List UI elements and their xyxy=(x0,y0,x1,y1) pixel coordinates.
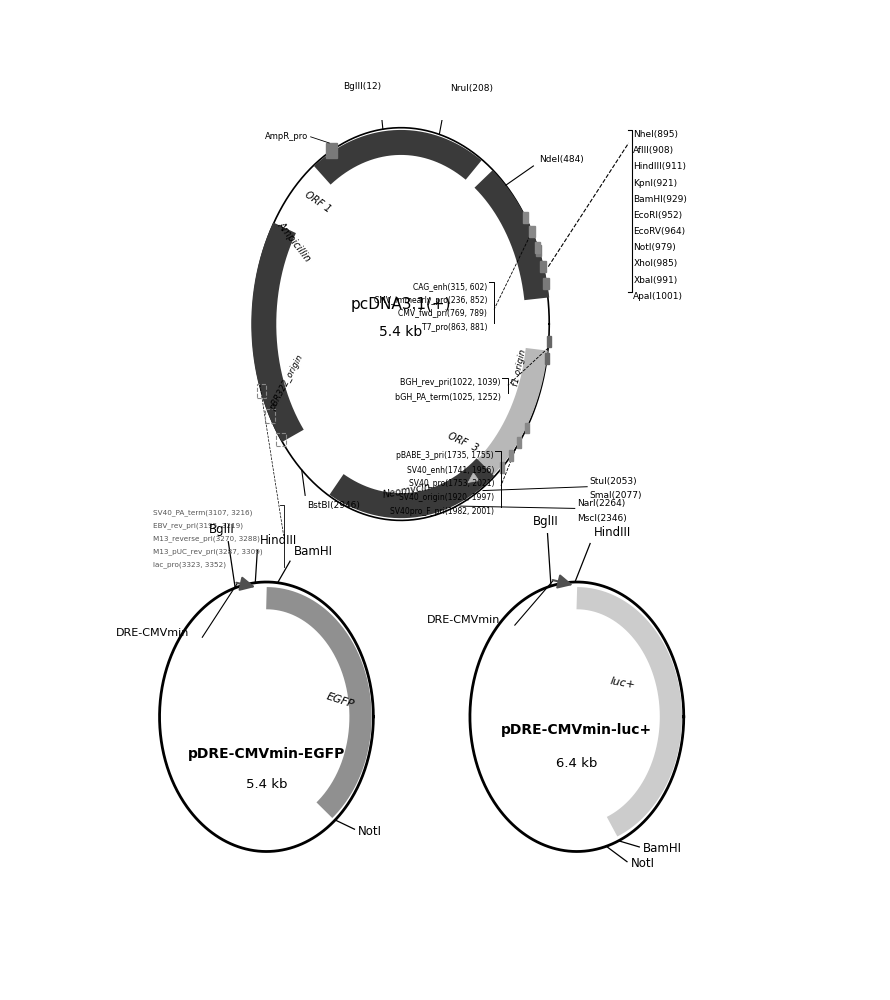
Text: NotI: NotI xyxy=(358,825,382,838)
Text: ApaI(1001): ApaI(1001) xyxy=(634,292,684,301)
Bar xyxy=(524,423,529,433)
Text: NotI: NotI xyxy=(630,857,654,870)
Text: NdeI(484): NdeI(484) xyxy=(539,155,584,164)
Text: 5.4 kb: 5.4 kb xyxy=(379,325,423,339)
Text: pDRE-CMVmin-EGFP: pDRE-CMVmin-EGFP xyxy=(188,747,345,761)
Bar xyxy=(530,226,535,237)
Text: bGH_PA_term(1025, 1252): bGH_PA_term(1025, 1252) xyxy=(395,393,501,402)
Text: SV40pro_F_pri(1982, 2001): SV40pro_F_pri(1982, 2001) xyxy=(390,507,494,516)
Text: DRE-CMVmin: DRE-CMVmin xyxy=(116,628,190,638)
Text: SmaI(2077): SmaI(2077) xyxy=(589,491,642,500)
Text: HindIII: HindIII xyxy=(594,526,631,539)
Bar xyxy=(540,261,546,272)
Text: XhoI(985): XhoI(985) xyxy=(634,259,677,268)
Text: BstBI(2946): BstBI(2946) xyxy=(307,501,360,510)
Bar xyxy=(509,450,514,461)
Text: M13_reverse_pri(3270, 3288): M13_reverse_pri(3270, 3288) xyxy=(153,535,260,542)
Text: EGFP: EGFP xyxy=(325,691,356,710)
Text: AflII(908): AflII(908) xyxy=(634,146,675,155)
Text: BamHI(929): BamHI(929) xyxy=(634,195,687,204)
Text: XbaI(991): XbaI(991) xyxy=(634,276,677,285)
Text: CMV_fwd_pri(769, 789): CMV_fwd_pri(769, 789) xyxy=(399,309,487,318)
Bar xyxy=(535,242,540,253)
Text: Ampicillin: Ampicillin xyxy=(276,220,312,263)
Text: NheI(895): NheI(895) xyxy=(634,130,678,139)
Text: 6.4 kb: 6.4 kb xyxy=(556,757,597,770)
Bar xyxy=(326,143,336,158)
Text: MscI(2346): MscI(2346) xyxy=(577,514,627,523)
Text: BglII: BglII xyxy=(208,523,234,536)
Text: ORF 1: ORF 1 xyxy=(303,190,333,215)
Text: lac_pro(3323, 3352): lac_pro(3323, 3352) xyxy=(153,561,226,568)
Text: CAG_enh(315, 602): CAG_enh(315, 602) xyxy=(413,282,487,291)
Bar xyxy=(545,353,549,364)
Bar xyxy=(536,245,541,256)
Text: pBABE_3_pri(1735, 1755): pBABE_3_pri(1735, 1755) xyxy=(396,451,494,460)
Text: NarI(2264): NarI(2264) xyxy=(577,499,625,508)
Text: 5.4 kb: 5.4 kb xyxy=(246,778,287,791)
Text: ORF  3: ORF 3 xyxy=(447,430,480,453)
Text: NotI(979): NotI(979) xyxy=(634,243,676,252)
Text: BglII(12): BglII(12) xyxy=(344,82,381,91)
Bar xyxy=(500,462,504,473)
Text: AmpR_pro: AmpR_pro xyxy=(265,132,308,141)
Text: SV40_PA_term(3107, 3216): SV40_PA_term(3107, 3216) xyxy=(153,509,252,516)
Text: EBV_rev_pri(3195, 3219): EBV_rev_pri(3195, 3219) xyxy=(153,522,243,529)
Bar xyxy=(543,278,549,289)
Text: Neomycin: Neomycin xyxy=(382,482,432,500)
Text: BglII: BglII xyxy=(532,515,558,528)
Bar xyxy=(522,212,528,223)
Text: HindIII: HindIII xyxy=(260,534,297,547)
Text: luc+: luc+ xyxy=(609,676,635,690)
Text: T7_pro(863, 881): T7_pro(863, 881) xyxy=(422,323,487,332)
Text: DRE-CMVmin: DRE-CMVmin xyxy=(426,615,500,625)
Text: pcDNA3.1(+): pcDNA3.1(+) xyxy=(351,297,451,312)
Text: StuI(2053): StuI(2053) xyxy=(589,477,637,486)
Text: EcoRI(952): EcoRI(952) xyxy=(634,211,683,220)
Text: NruI(208): NruI(208) xyxy=(449,84,493,93)
Text: f1 origin: f1 origin xyxy=(511,348,528,387)
Text: SV40_origin(1920, 1997): SV40_origin(1920, 1997) xyxy=(399,493,494,502)
Text: BamHI: BamHI xyxy=(643,842,682,855)
Text: pBR322_origin: pBR322_origin xyxy=(269,354,305,412)
Text: pDRE-CMVmin-luc+: pDRE-CMVmin-luc+ xyxy=(501,723,652,737)
Text: HindIII(911): HindIII(911) xyxy=(634,162,686,171)
Text: SV40_enh(1741, 1956): SV40_enh(1741, 1956) xyxy=(407,465,494,474)
Text: EcoRV(964): EcoRV(964) xyxy=(634,227,685,236)
Bar xyxy=(546,336,551,347)
Text: CMV_immearly_pro(236, 852): CMV_immearly_pro(236, 852) xyxy=(374,296,487,305)
Text: SV40_pro(1753, 2021): SV40_pro(1753, 2021) xyxy=(409,479,494,488)
Text: BamHI: BamHI xyxy=(295,545,333,558)
Bar xyxy=(517,437,522,448)
Text: M13_pUC_rev_pri(3287, 3309): M13_pUC_rev_pri(3287, 3309) xyxy=(153,548,263,555)
Text: BGH_rev_pri(1022, 1039): BGH_rev_pri(1022, 1039) xyxy=(400,378,501,387)
Text: KpnI(921): KpnI(921) xyxy=(634,179,677,188)
